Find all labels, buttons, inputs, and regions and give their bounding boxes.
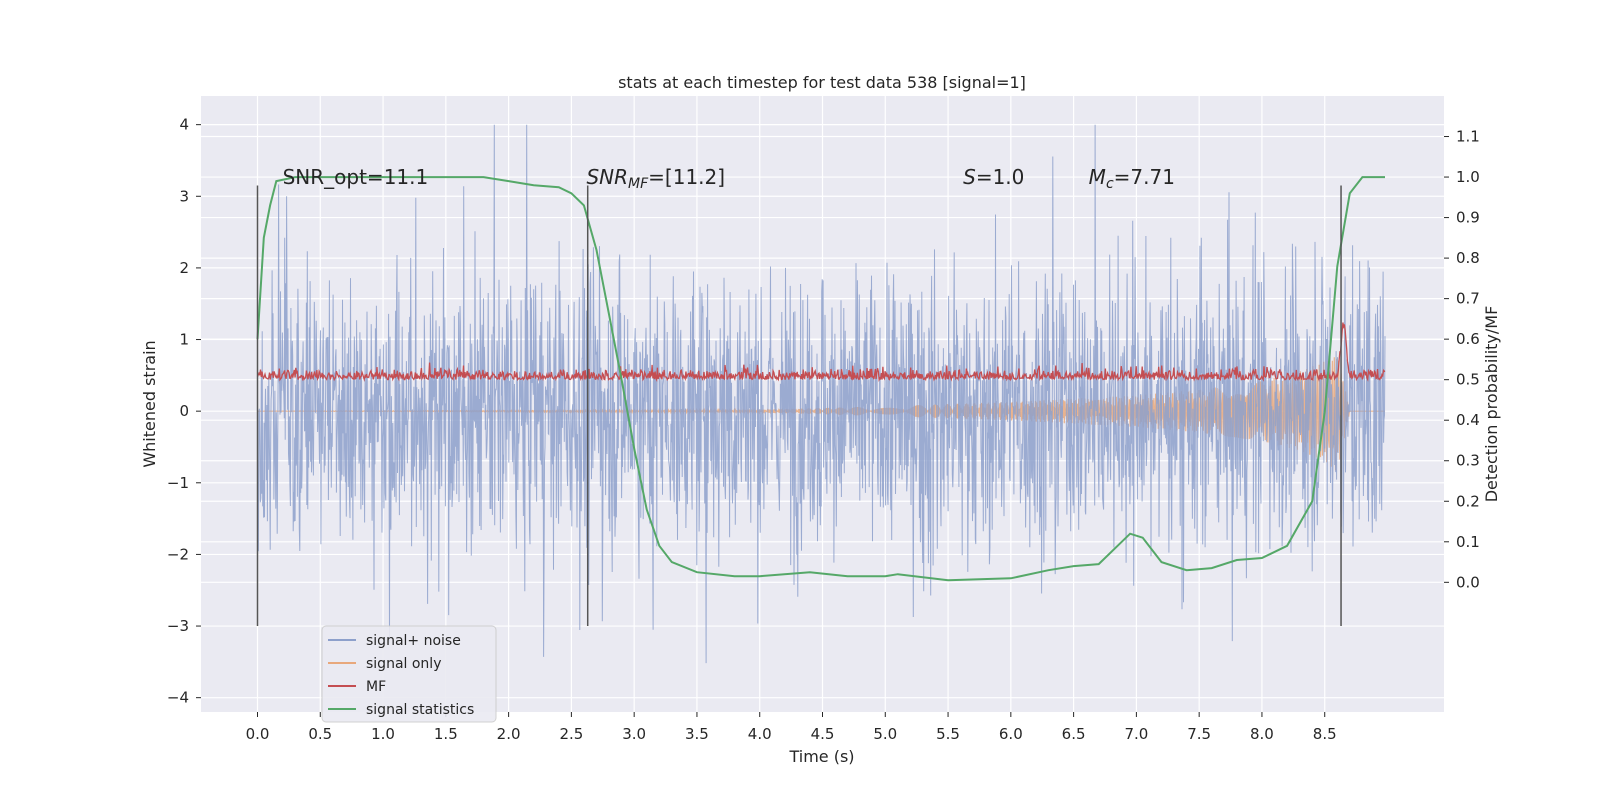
grid (201, 96, 1444, 712)
x-tick-label: 5.0 (873, 725, 897, 743)
chart-title: stats at each timestep for test data 538… (618, 73, 1026, 92)
y-right-tick-label: 0.5 (1456, 371, 1480, 389)
legend: signal+ noise signal only MF signal statist… (321, 625, 497, 723)
y-right-tick-label: 0.9 (1456, 209, 1480, 227)
y-tick-labels: −4 −3 −2 −1 0 1 2 3 4 (167, 116, 201, 707)
annotation-text: SNR_opt=11.1 (283, 165, 429, 189)
signal-noise-series (257, 124, 1386, 664)
y-tick-label: 4 (179, 116, 189, 134)
signal-statistics-series (256, 176, 1385, 582)
annotation-text: S=1.0 (963, 165, 1024, 189)
x-tick-label: 4.5 (811, 725, 835, 743)
vlines (256, 185, 1342, 627)
legend-label: MF (366, 679, 386, 695)
x-tick-label: 2.5 (559, 725, 583, 743)
x-tick-labels: 0.0 0.5 1.0 1.5 2.0 2.5 3.0 3.5 4.0 4.5 5.0 5.5 6.0 6… (246, 712, 1337, 743)
mf-series (256, 322, 1386, 383)
y-tick-label: 0 (179, 402, 189, 420)
x-tick-label: 6.5 (1062, 725, 1086, 743)
x-tick-label: 7.5 (1187, 725, 1211, 743)
y-right-tick-label: 0.2 (1456, 492, 1480, 510)
legend-label: signal+ noise (366, 633, 461, 649)
x-tick-label: 5.5 (936, 725, 960, 743)
y-right-tick-labels: 0.0 0.1 0.2 0.3 0.4 0.5 0.6 0.7 0.8 0.9 1.0 1.1 (1444, 128, 1480, 591)
x-tick-label: 1.0 (371, 725, 395, 743)
mf-line (256, 322, 1386, 383)
y-axis-label: Whitened strain (140, 340, 159, 467)
y-right-tick-label: 1.1 (1456, 128, 1480, 146)
y-right-tick-label: 0.3 (1456, 452, 1480, 470)
y-tick-label: −4 (167, 689, 189, 707)
annotation-text: SNRMF=[11.2] (586, 165, 725, 192)
y-right-tick-label: 0.7 (1456, 290, 1480, 308)
signal-statistics-line (256, 176, 1385, 582)
y-tick-label: −3 (167, 617, 189, 635)
x-tick-label: 0.5 (308, 725, 332, 743)
x-tick-label: 7.0 (1124, 725, 1148, 743)
y-right-tick-label: 0.8 (1456, 249, 1480, 267)
y-tick-label: −1 (167, 474, 189, 492)
annotation-text: Mc=7.71 (1089, 165, 1175, 192)
x-tick-label: 8.0 (1250, 725, 1274, 743)
y-right-tick-label: 1.0 (1456, 168, 1480, 186)
x-axis-label: Time (s) (788, 747, 854, 766)
signal-noise-line (257, 124, 1386, 664)
y-tick-label: 1 (179, 331, 189, 349)
y-tick-label: 3 (179, 187, 189, 205)
x-tick-label: 6.0 (999, 725, 1023, 743)
x-tick-label: 8.5 (1313, 725, 1337, 743)
x-tick-label: 2.0 (497, 725, 521, 743)
y-right-tick-label: 0.0 (1456, 573, 1480, 591)
y-tick-label: −2 (167, 545, 189, 563)
y-right-tick-label: 0.1 (1456, 533, 1480, 551)
annotations: SNR_opt=11.1 SNRMF=[11.2] S=1.0 Mc=7.71 (283, 165, 1175, 192)
y-right-tick-label: 0.4 (1456, 411, 1480, 429)
y-tick-label: 2 (179, 259, 189, 277)
legend-label: signal only (366, 656, 441, 672)
x-tick-label: 0.0 (246, 725, 270, 743)
x-tick-label: 1.5 (434, 725, 458, 743)
legend-box (321, 625, 497, 723)
x-tick-label: 3.5 (685, 725, 709, 743)
y-right-axis-label: Detection probability/MF (1482, 306, 1501, 503)
legend-label: signal statistics (366, 702, 474, 718)
x-tick-label: 3.0 (622, 725, 646, 743)
y-right-tick-label: 0.6 (1456, 330, 1480, 348)
x-tick-label: 4.0 (748, 725, 772, 743)
